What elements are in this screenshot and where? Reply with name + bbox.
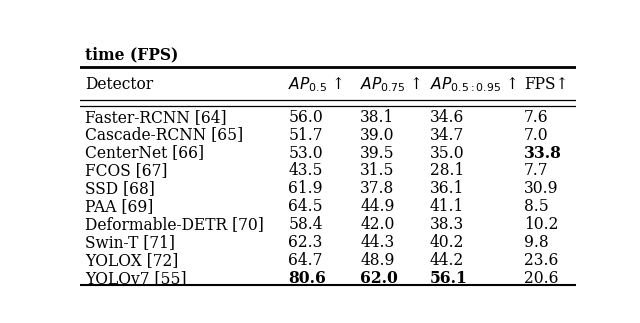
Text: 30.9: 30.9 [524,181,559,197]
Text: 56.1: 56.1 [429,270,467,287]
Text: time (FPS): time (FPS) [85,46,179,63]
Text: 28.1: 28.1 [429,162,464,180]
Text: 37.8: 37.8 [360,181,394,197]
Text: 40.2: 40.2 [429,234,464,251]
Text: FPS↑: FPS↑ [524,76,568,93]
Text: 56.0: 56.0 [288,109,323,126]
Text: 80.6: 80.6 [288,270,326,287]
Text: 44.3: 44.3 [360,234,394,251]
Text: $AP_{0.5:0.95}$ ↑: $AP_{0.5:0.95}$ ↑ [429,76,516,94]
Text: 38.1: 38.1 [360,109,394,126]
Text: 35.0: 35.0 [429,144,464,162]
Text: 20.6: 20.6 [524,270,559,287]
Text: 53.0: 53.0 [288,144,323,162]
Text: $AP_{0.5}$ ↑: $AP_{0.5}$ ↑ [288,76,344,94]
Text: 41.1: 41.1 [429,198,464,215]
Text: Cascade-RCNN [65]: Cascade-RCNN [65] [85,127,243,143]
Text: 62.3: 62.3 [288,234,323,251]
Text: 64.7: 64.7 [288,252,323,269]
Text: SSD [68]: SSD [68] [85,181,155,197]
Text: Faster-RCNN [64]: Faster-RCNN [64] [85,109,227,126]
Text: 33.8: 33.8 [524,144,562,162]
Text: 43.5: 43.5 [288,162,323,180]
Text: 34.7: 34.7 [429,127,464,143]
Text: $AP_{0.75}$ ↑: $AP_{0.75}$ ↑ [360,76,421,94]
Text: 31.5: 31.5 [360,162,395,180]
Text: 10.2: 10.2 [524,216,558,234]
Text: Swin-T [71]: Swin-T [71] [85,234,175,251]
Text: 64.5: 64.5 [288,198,323,215]
Text: 23.6: 23.6 [524,252,558,269]
Text: 7.6: 7.6 [524,109,548,126]
Text: PAA [69]: PAA [69] [85,198,154,215]
Text: 38.3: 38.3 [429,216,464,234]
Text: 36.1: 36.1 [429,181,464,197]
Text: 8.5: 8.5 [524,198,548,215]
Text: 34.6: 34.6 [429,109,464,126]
Text: YOLOv7 [55]: YOLOv7 [55] [85,270,187,287]
Text: YOLOX [72]: YOLOX [72] [85,252,179,269]
Text: 7.0: 7.0 [524,127,548,143]
Text: 42.0: 42.0 [360,216,395,234]
Text: 61.9: 61.9 [288,181,323,197]
Text: 44.9: 44.9 [360,198,395,215]
Text: Deformable-DETR [70]: Deformable-DETR [70] [85,216,264,234]
Text: 58.4: 58.4 [288,216,323,234]
Text: 9.8: 9.8 [524,234,548,251]
Text: 7.7: 7.7 [524,162,548,180]
Text: Detector: Detector [85,76,153,93]
Text: 44.2: 44.2 [429,252,464,269]
Text: CenterNet [66]: CenterNet [66] [85,144,204,162]
Text: 51.7: 51.7 [288,127,323,143]
Text: 39.0: 39.0 [360,127,395,143]
Text: 62.0: 62.0 [360,270,398,287]
Text: 48.9: 48.9 [360,252,395,269]
Text: 39.5: 39.5 [360,144,395,162]
Text: FCOS [67]: FCOS [67] [85,162,168,180]
